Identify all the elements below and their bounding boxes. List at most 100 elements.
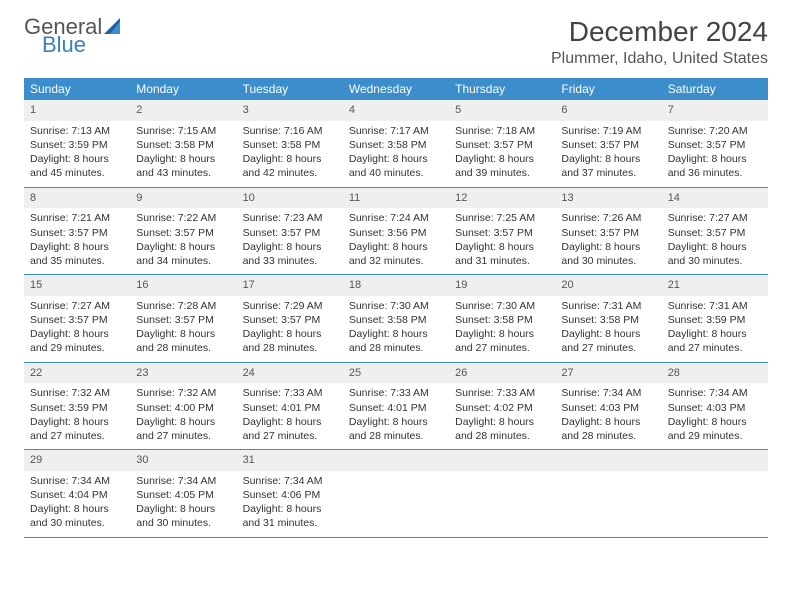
daylight-text-1: Daylight: 8 hours (561, 240, 655, 254)
sunset-text: Sunset: 4:06 PM (243, 488, 337, 502)
day-number: 17 (237, 275, 343, 296)
day-number: 25 (343, 362, 449, 383)
sunrise-text: Sunrise: 7:34 AM (136, 474, 230, 488)
daylight-text-1: Daylight: 8 hours (30, 327, 124, 341)
calendar-body: 1234567Sunrise: 7:13 AMSunset: 3:59 PMDa… (24, 100, 768, 537)
sunrise-text: Sunrise: 7:30 AM (349, 299, 443, 313)
weekday-header-row: Sunday Monday Tuesday Wednesday Thursday… (24, 78, 768, 100)
day-number: 15 (24, 275, 130, 296)
sunset-text: Sunset: 3:58 PM (349, 313, 443, 327)
sunrise-text: Sunrise: 7:18 AM (455, 124, 549, 138)
day-number: 3 (237, 100, 343, 121)
daylight-text-2: and 45 minutes. (30, 166, 124, 180)
sunset-text: Sunset: 4:00 PM (136, 401, 230, 415)
daylight-text-1: Daylight: 8 hours (136, 240, 230, 254)
location-label: Plummer, Idaho, United States (551, 50, 768, 68)
daylight-text-1: Daylight: 8 hours (243, 152, 337, 166)
day-number: 29 (24, 450, 130, 471)
day-number (662, 450, 768, 471)
sunset-text: Sunset: 3:59 PM (30, 401, 124, 415)
daylight-text-1: Daylight: 8 hours (243, 327, 337, 341)
daylight-text-1: Daylight: 8 hours (136, 327, 230, 341)
sunset-text: Sunset: 4:03 PM (668, 401, 762, 415)
daylight-text-1: Daylight: 8 hours (243, 502, 337, 516)
sunrise-text: Sunrise: 7:31 AM (561, 299, 655, 313)
daylight-text-2: and 31 minutes. (455, 254, 549, 268)
sunrise-text: Sunrise: 7:27 AM (30, 299, 124, 313)
daylight-text-1: Daylight: 8 hours (349, 152, 443, 166)
day-cell: Sunrise: 7:30 AMSunset: 3:58 PMDaylight:… (343, 296, 449, 362)
day-cell: Sunrise: 7:31 AMSunset: 3:59 PMDaylight:… (662, 296, 768, 362)
sunset-text: Sunset: 3:57 PM (30, 226, 124, 240)
day-cell (555, 471, 661, 537)
daylight-text-2: and 27 minutes. (668, 341, 762, 355)
day-number: 16 (130, 275, 236, 296)
daylight-text-2: and 27 minutes. (561, 341, 655, 355)
day-number-row: 1234567 (24, 100, 768, 121)
calendar-table: Sunday Monday Tuesday Wednesday Thursday… (24, 78, 768, 538)
day-number: 22 (24, 362, 130, 383)
sunset-text: Sunset: 3:57 PM (668, 226, 762, 240)
sunset-text: Sunset: 3:56 PM (349, 226, 443, 240)
weekday-header: Friday (555, 78, 661, 100)
day-number: 2 (130, 100, 236, 121)
sunset-text: Sunset: 3:57 PM (455, 138, 549, 152)
daylight-text-1: Daylight: 8 hours (136, 502, 230, 516)
weekday-header: Sunday (24, 78, 130, 100)
day-number: 19 (449, 275, 555, 296)
daylight-text-1: Daylight: 8 hours (561, 327, 655, 341)
day-cell: Sunrise: 7:19 AMSunset: 3:57 PMDaylight:… (555, 121, 661, 187)
weekday-header: Monday (130, 78, 236, 100)
sunset-text: Sunset: 4:01 PM (349, 401, 443, 415)
daylight-text-1: Daylight: 8 hours (30, 415, 124, 429)
day-number-row: 22232425262728 (24, 362, 768, 383)
sunrise-text: Sunrise: 7:23 AM (243, 211, 337, 225)
sunset-text: Sunset: 3:57 PM (30, 313, 124, 327)
sunrise-text: Sunrise: 7:34 AM (668, 386, 762, 400)
daylight-text-1: Daylight: 8 hours (243, 240, 337, 254)
sunrise-text: Sunrise: 7:33 AM (243, 386, 337, 400)
sunrise-text: Sunrise: 7:16 AM (243, 124, 337, 138)
sunset-text: Sunset: 3:57 PM (136, 226, 230, 240)
day-number: 6 (555, 100, 661, 121)
sunset-text: Sunset: 3:59 PM (668, 313, 762, 327)
page-header: General Blue December 2024 Plummer, Idah… (24, 16, 768, 68)
day-cell: Sunrise: 7:32 AMSunset: 4:00 PMDaylight:… (130, 383, 236, 449)
sunrise-text: Sunrise: 7:31 AM (668, 299, 762, 313)
sunset-text: Sunset: 3:57 PM (561, 226, 655, 240)
day-cell: Sunrise: 7:26 AMSunset: 3:57 PMDaylight:… (555, 208, 661, 274)
daylight-text-2: and 30 minutes. (668, 254, 762, 268)
logo: General Blue (24, 16, 126, 56)
daylight-text-1: Daylight: 8 hours (455, 240, 549, 254)
day-cell: Sunrise: 7:18 AMSunset: 3:57 PMDaylight:… (449, 121, 555, 187)
sunset-text: Sunset: 3:58 PM (561, 313, 655, 327)
day-number: 14 (662, 187, 768, 208)
day-cell: Sunrise: 7:21 AMSunset: 3:57 PMDaylight:… (24, 208, 130, 274)
sunset-text: Sunset: 3:58 PM (243, 138, 337, 152)
day-number: 30 (130, 450, 236, 471)
daylight-text-2: and 29 minutes. (30, 341, 124, 355)
day-content-row: Sunrise: 7:21 AMSunset: 3:57 PMDaylight:… (24, 208, 768, 274)
day-number (555, 450, 661, 471)
sunset-text: Sunset: 3:57 PM (243, 226, 337, 240)
daylight-text-1: Daylight: 8 hours (30, 240, 124, 254)
daylight-text-2: and 31 minutes. (243, 516, 337, 530)
day-cell (449, 471, 555, 537)
day-cell: Sunrise: 7:34 AMSunset: 4:05 PMDaylight:… (130, 471, 236, 537)
day-cell: Sunrise: 7:20 AMSunset: 3:57 PMDaylight:… (662, 121, 768, 187)
daylight-text-1: Daylight: 8 hours (349, 415, 443, 429)
day-number (449, 450, 555, 471)
day-number-row: 891011121314 (24, 187, 768, 208)
daylight-text-2: and 43 minutes. (136, 166, 230, 180)
daylight-text-1: Daylight: 8 hours (349, 327, 443, 341)
daylight-text-1: Daylight: 8 hours (455, 152, 549, 166)
daylight-text-1: Daylight: 8 hours (136, 415, 230, 429)
daylight-text-1: Daylight: 8 hours (668, 327, 762, 341)
daylight-text-1: Daylight: 8 hours (668, 415, 762, 429)
day-cell (343, 471, 449, 537)
sunset-text: Sunset: 3:59 PM (30, 138, 124, 152)
day-cell: Sunrise: 7:15 AMSunset: 3:58 PMDaylight:… (130, 121, 236, 187)
day-number: 20 (555, 275, 661, 296)
day-cell: Sunrise: 7:13 AMSunset: 3:59 PMDaylight:… (24, 121, 130, 187)
day-number: 4 (343, 100, 449, 121)
